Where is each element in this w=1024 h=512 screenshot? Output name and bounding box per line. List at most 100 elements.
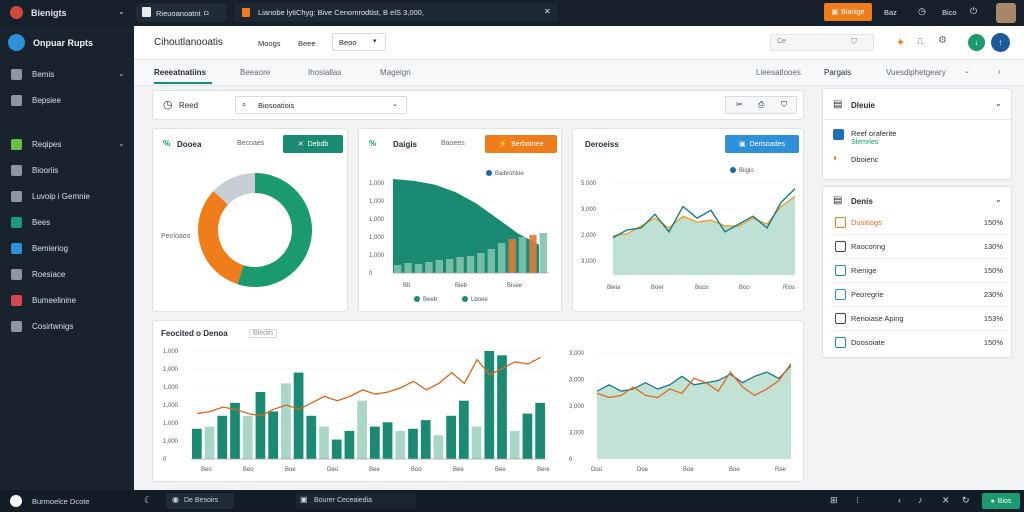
bar (268, 411, 278, 459)
row-percent: 150% (983, 338, 1003, 347)
chevron-down-icon[interactable]: ⌄ (995, 195, 1002, 204)
row-icon (835, 337, 846, 348)
header-search[interactable]: Ce ⛉ (770, 34, 874, 51)
topbar-link-1[interactable]: Baz (884, 8, 897, 17)
list-item[interactable]: Rienige 150% (831, 261, 1007, 283)
bar (395, 430, 406, 459)
status-action-button[interactable]: ● Bios (982, 493, 1020, 509)
tab-right-2[interactable]: Pargais (824, 68, 852, 77)
shield-icon[interactable]: ⛉ (781, 100, 787, 109)
x-tick-label: Beo (201, 467, 212, 473)
sidebar-item-1[interactable]: Bemis ⌄ (0, 64, 134, 86)
clock-icon[interactable]: ◷ (918, 6, 926, 16)
x-tick-label: Bee (495, 467, 506, 473)
filter-search[interactable]: ⌕ Biosoatiois ⌄ (235, 96, 407, 114)
list-item[interactable]: Raocoring 130% (831, 237, 1007, 259)
settings-icon[interactable]: ⚙ (938, 35, 947, 46)
puzzle-icon[interactable]: ✦ (896, 37, 906, 49)
line-card-button[interactable]: ▣ Derisoades (725, 135, 799, 153)
trend-line (197, 356, 541, 417)
header-search-placeholder: Ce (777, 38, 786, 45)
close-icon[interactable]: ✕ (544, 7, 551, 16)
tool-icon[interactable]: ✂ (736, 100, 743, 109)
list-item[interactable]: Peoregrie 230% (831, 285, 1007, 307)
sidebar-item-4[interactable]: Biooriis (0, 160, 134, 182)
y-tick-label: 3,000 (569, 431, 585, 437)
recipe-icon (11, 139, 22, 150)
tab-4[interactable]: Mageign (380, 68, 411, 77)
bar (217, 415, 228, 459)
area-card-button[interactable]: ⚡ Berbatnee (485, 135, 557, 153)
x-tick-label: Doe (637, 467, 649, 473)
dots-icon[interactable]: ⁝ (856, 495, 859, 505)
sidebar-item-10[interactable]: Cosirtwnigs (0, 316, 134, 338)
list-item[interactable]: Doosoiate 150% (831, 333, 1007, 353)
right-card-1-item1-sub: Slemrles (851, 139, 879, 146)
list-item[interactable]: Renoiase Aping 153% (831, 309, 1007, 331)
sidebar-item-6[interactable]: Bees (0, 212, 134, 234)
status-item-3[interactable]: ▣ Bourer Ceceaiedia (296, 493, 416, 509)
tab-overview[interactable]: Reeeatnatiins (154, 68, 207, 77)
print-icon[interactable]: ⎙ (758, 100, 765, 109)
chart-icon[interactable]: ⎍ (917, 36, 924, 46)
sidebar-item-5[interactable]: Luvoip i Gemnie (0, 186, 134, 208)
list-item[interactable]: Dusitiogs 150% (831, 213, 1007, 235)
search-icon: ⌕ (242, 100, 247, 109)
sidebar-item-9[interactable]: Bumeelinine (0, 290, 134, 312)
y-tick-label: 1,000 (369, 253, 385, 259)
tab-2[interactable]: Beeaore (240, 68, 271, 77)
percent-icon: % (369, 139, 377, 148)
power-icon[interactable]: ⏻ (970, 6, 978, 16)
legend-label: Baibrohloe (495, 171, 524, 177)
right-card-1-item1[interactable]: Reef oraferite (851, 129, 897, 138)
sidebar-item-label: Bepsiee (32, 96, 61, 105)
right-card-2-title: Denis (851, 197, 873, 206)
y-tick-label: 0 (163, 457, 167, 463)
bar (508, 239, 516, 273)
header-dropdown[interactable]: Beoo ▾ (332, 33, 386, 51)
row-percent: 150% (983, 266, 1003, 275)
sidebar-item-3[interactable]: Reqipes ⌄ (0, 134, 134, 156)
chevron-down-icon[interactable]: ⌄ (118, 7, 125, 16)
moon-icon[interactable]: ☾ (144, 495, 153, 505)
avatar[interactable] (996, 3, 1016, 23)
area-card-link[interactable]: Baoees (441, 140, 465, 147)
tab-2[interactable]: Lianobe lytiChyg: Bive Cenomrodtist, B e… (234, 3, 558, 22)
chevron-down-icon[interactable]: ⌄ (995, 99, 1002, 108)
bar (192, 428, 202, 459)
chevron-right-icon[interactable]: › (998, 67, 1001, 76)
sidebar-item-7[interactable]: Bemieriog (0, 238, 134, 260)
chevron-down-icon[interactable]: ⌄ (964, 68, 970, 75)
tab-strip (134, 60, 1024, 86)
green-status-icon[interactable]: ↓ (968, 34, 985, 51)
bar (539, 233, 547, 273)
sidebar-item-2[interactable]: Bepsiee (0, 90, 134, 112)
status-item-2-label: De Besoirs (184, 497, 219, 504)
row-name: Dusitiogs (851, 218, 882, 227)
refresh-icon[interactable]: ↻ (962, 495, 970, 505)
orange-action-button[interactable]: ▣ Bianige (824, 3, 872, 21)
header-menu-1[interactable]: Moogs (258, 39, 281, 48)
tab-right-1[interactable]: Lieesatlooes (756, 68, 801, 77)
donut-card-link[interactable]: Becoaes (237, 140, 265, 147)
bottom-left-title: Feocited o Denoa (161, 329, 228, 338)
tab-3[interactable]: Ihosiallas (308, 68, 342, 77)
topbar-link-2[interactable]: Bico (942, 8, 957, 17)
grid-icon[interactable]: ⊞ (830, 495, 838, 505)
chevron-left-icon[interactable]: ‹ (898, 495, 901, 505)
tab-right-3[interactable]: Vuesdiphetgeary (886, 68, 946, 77)
bar (498, 243, 506, 273)
shield-icon (11, 191, 22, 202)
header-menu-2[interactable]: Beee (298, 39, 316, 48)
filter-bar: ◷ Reed ⌕ Biosoatiois ⌄ ✂ ⎙ ⛉ (152, 90, 804, 120)
sidebar-item-8[interactable]: Roesiace (0, 264, 134, 286)
bell-icon[interactable]: ♪ (918, 495, 923, 505)
profile-icon[interactable]: ↑ (991, 33, 1010, 52)
right-card-1-item2[interactable]: Dboienc (851, 155, 879, 164)
close-icon[interactable]: ✕ (942, 495, 950, 505)
status-item-2[interactable]: ◉ De Besoirs (166, 493, 234, 509)
donut-card-button[interactable]: ✕ Debdb (283, 135, 343, 153)
status-item-3-label: Bourer Ceceaiedia (314, 497, 372, 504)
bar (242, 415, 253, 459)
tab-1[interactable]: Rieuoanoatnt ㅁ (136, 3, 226, 22)
